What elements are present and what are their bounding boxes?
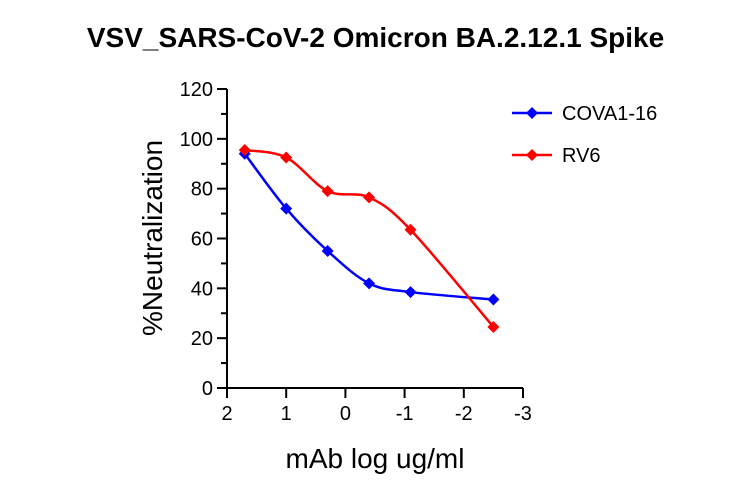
chart-axes: 0 20 40 60 80 100 120 2 1 0 -1 -2 -3 bbox=[180, 79, 532, 425]
x-axis-label: mAb log ug/ml bbox=[286, 443, 465, 474]
marker-cova1-16 bbox=[280, 202, 293, 215]
legend-marker-rv6 bbox=[526, 149, 538, 161]
x-tick-label: 1 bbox=[281, 403, 292, 425]
y-tick-label: 40 bbox=[191, 278, 213, 300]
chart-legend: COVA1-16 RV6 bbox=[512, 103, 657, 167]
y-tick-label: 60 bbox=[191, 229, 213, 251]
curve-rv6 bbox=[244, 148, 495, 328]
legend-label-cova1-16: COVA1-16 bbox=[562, 103, 657, 125]
data-markers bbox=[238, 144, 500, 333]
fit-curves bbox=[243, 148, 495, 328]
y-tick-label: 0 bbox=[202, 378, 213, 400]
curve-cova1-16 bbox=[243, 153, 494, 301]
y-tick-label: 120 bbox=[180, 79, 213, 101]
y-axis-label: %Neutralization bbox=[137, 140, 168, 336]
marker-cova1-16 bbox=[363, 277, 376, 290]
y-tick-label: 20 bbox=[191, 328, 213, 350]
x-tick-label: -1 bbox=[396, 403, 414, 425]
chart-title: VSV_SARS-CoV-2 Omicron BA.2.12.1 Spike bbox=[86, 22, 665, 53]
marker-rv6 bbox=[280, 151, 293, 164]
marker-cova1-16 bbox=[404, 286, 417, 299]
marker-rv6 bbox=[238, 144, 251, 157]
marker-rv6 bbox=[404, 223, 417, 236]
x-tick-label: 0 bbox=[340, 403, 351, 425]
x-tick-label: -2 bbox=[455, 403, 473, 425]
marker-rv6 bbox=[363, 191, 376, 204]
marker-rv6 bbox=[321, 185, 334, 198]
marker-rv6 bbox=[487, 320, 500, 333]
y-tick-label: 100 bbox=[180, 129, 213, 151]
x-tick-label: -3 bbox=[514, 403, 532, 425]
y-tick-label: 80 bbox=[191, 179, 213, 201]
legend-label-rv6: RV6 bbox=[562, 145, 601, 167]
marker-cova1-16 bbox=[487, 293, 500, 306]
legend-marker-cova1-16 bbox=[526, 107, 538, 119]
marker-cova1-16 bbox=[321, 244, 334, 257]
x-tick-label: 2 bbox=[221, 403, 232, 425]
